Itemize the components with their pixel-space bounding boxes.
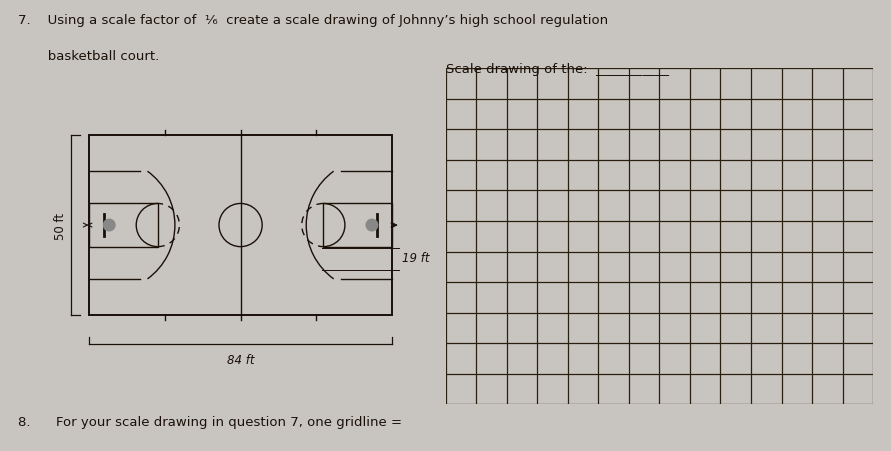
- Text: Scale drawing of the:  ___________: Scale drawing of the: ___________: [446, 63, 668, 76]
- Bar: [89, 136, 392, 315]
- Text: 7.    Using a scale factor of  ¹⁄₆  create a scale drawing of Johnny’s high scho: 7. Using a scale factor of ¹⁄₆ create a …: [18, 14, 608, 27]
- Text: basketball court.: basketball court.: [18, 50, 159, 63]
- Text: 8.      For your scale drawing in question 7, one gridline =: 8. For your scale drawing in question 7,…: [18, 415, 402, 428]
- Text: 19 ft: 19 ft: [403, 251, 430, 264]
- Bar: [89, 204, 158, 247]
- Circle shape: [365, 219, 379, 232]
- Text: 84 ft: 84 ft: [227, 353, 254, 366]
- Text: 50 ft: 50 ft: [54, 212, 67, 239]
- Circle shape: [102, 219, 116, 232]
- Bar: [323, 204, 392, 247]
